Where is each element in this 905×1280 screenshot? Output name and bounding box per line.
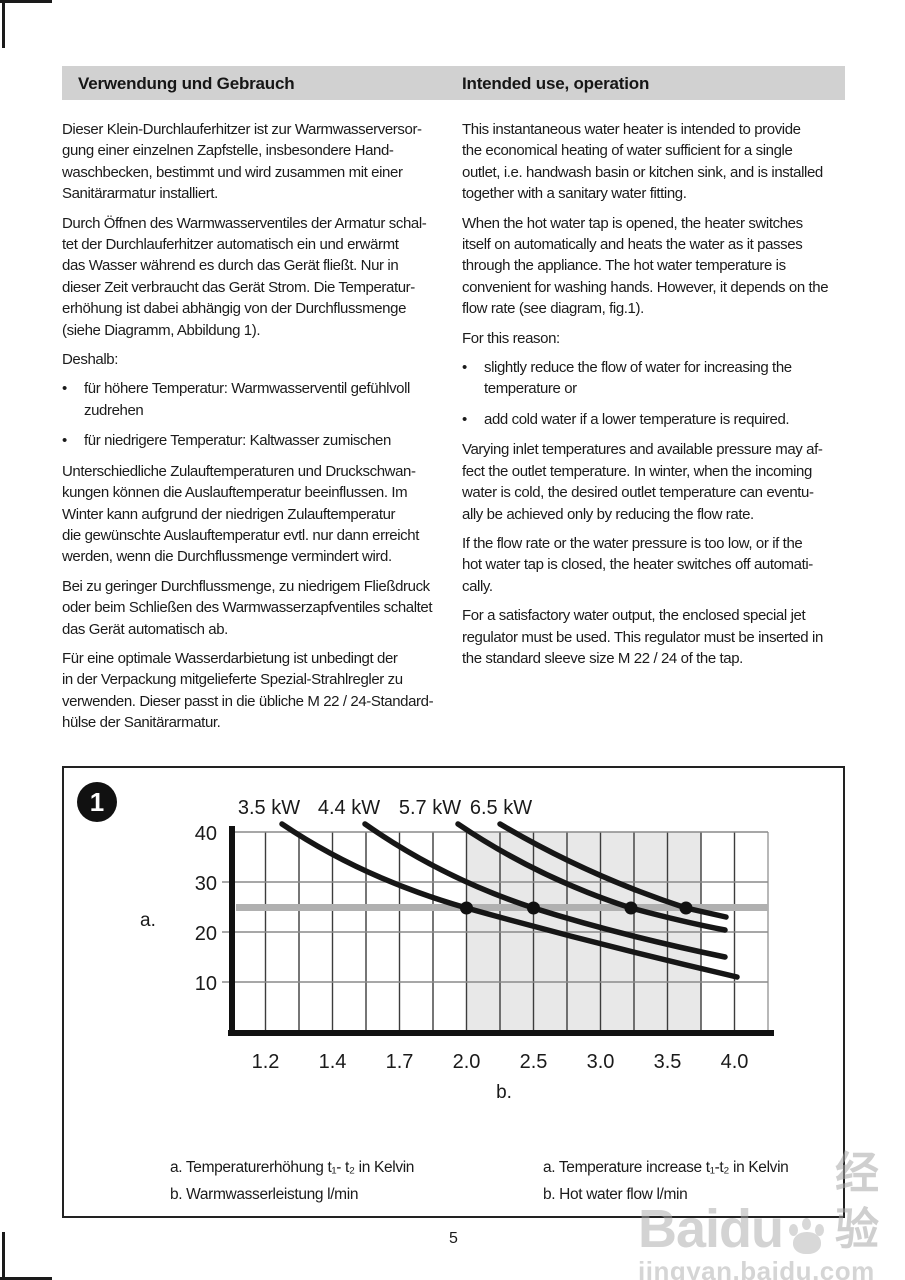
y-tick-labels: 40 30 20 10: [195, 823, 217, 995]
curve-6-5kw: [497, 821, 729, 920]
power-label: 6.5 kW: [470, 797, 532, 819]
crop-mark-top: [0, 0, 52, 3]
section-title-english: Intended use, operation: [462, 74, 650, 93]
paragraph: This instantaneous water heater is inten…: [462, 121, 823, 203]
paragraph: Deshalb:: [62, 351, 119, 369]
paragraph: Für eine optimale Wasserdarbietung ist u…: [62, 649, 434, 732]
x-tick: 1.4: [319, 1051, 347, 1073]
list-item-text: für höhere Temperatur: Warmwasserventil …: [84, 380, 410, 419]
horizontal-gridlines: [222, 831, 768, 983]
figure-legend-german: a. Temperaturerhöhung t₁- t₂ in Kelvin b…: [170, 1154, 414, 1208]
list-item: • für niedrigere Temperatur: Kaltwasser …: [62, 430, 442, 451]
y-tick: 30: [195, 873, 217, 895]
section-header-bar: Verwendung und Gebrauch Intended use, op…: [62, 66, 845, 100]
paragraph: Dieser Klein-Durchlauferhitzer ist zur W…: [62, 121, 422, 203]
list-item-text: slightly reduce the flow of water for in…: [484, 359, 792, 398]
legend-line: a. Temperaturerhöhung t₁- t₂ in Kelvin: [170, 1159, 415, 1176]
list-item: • add cold water if a lower temperature …: [462, 409, 854, 430]
x-tick: 1.2: [252, 1051, 280, 1073]
power-labels: 3.5 kW 4.4 kW 5.7 kW 6.5 kW: [238, 797, 532, 819]
x-tick: 3.0: [587, 1051, 615, 1073]
paragraph: For a satisfactory water output, the enc…: [462, 607, 823, 667]
x-tick: 1.7: [386, 1051, 414, 1073]
x-axis-line: [228, 1030, 774, 1036]
figure-legend-english: a. Temperature increase t₁-t₂ in Kelvin …: [543, 1154, 789, 1208]
y-tick: 20: [195, 923, 217, 945]
list-item: • slightly reduce the flow of water for …: [462, 357, 854, 400]
crop-mark-bottom: [0, 1277, 52, 1280]
paragraph: Bei zu geringer Durchflussmenge, zu nied…: [62, 577, 433, 638]
x-tick: 2.0: [453, 1051, 481, 1073]
legend-line: b. Hot water flow l/min: [543, 1186, 688, 1203]
curve-5-7kw: [455, 821, 728, 933]
flow-temperature-chart: 3.5 kW 4.4 kW 5.7 kW 6.5 kW 40 30 20 10 …: [140, 797, 774, 1103]
y-tick: 10: [195, 973, 217, 995]
reference-band-25k: [236, 904, 768, 911]
paragraph: If the flow rate or the water pressure i…: [462, 534, 813, 595]
paragraph: Varying inlet temperatures and available…: [462, 441, 823, 523]
page-number: 5: [449, 1230, 458, 1247]
x-axis-label: b.: [496, 1082, 512, 1103]
bullet-icon: •: [462, 359, 467, 377]
paragraph: When the hot water tap is opened, the he…: [462, 214, 829, 318]
list-item: • für höhere Temperatur: Warmwasserventi…: [62, 378, 442, 421]
paragraph: Unterschiedliche Zulauftemperaturen und …: [62, 462, 419, 566]
bullet-icon: •: [462, 410, 467, 428]
power-label: 4.4 kW: [318, 797, 380, 819]
x-tick: 3.5: [654, 1051, 682, 1073]
legend-line: b. Warmwasserleistung l/min: [170, 1186, 359, 1203]
english-column: This instantaneous water heater is inten…: [462, 119, 854, 677]
legend-line: a. Temperature increase t₁-t₂ in Kelvin: [543, 1159, 789, 1176]
y-axis-line: [229, 826, 235, 1034]
bullet-icon: •: [62, 380, 67, 398]
paragraph: Durch Öffnen des Warmwasserventiles der …: [62, 214, 427, 339]
list-item-text: add cold water if a lower temperature is…: [484, 410, 790, 428]
x-tick-labels: 1.2 1.4 1.7 2.0 2.5 3.0 3.5 4.0: [252, 1051, 749, 1073]
bullet-icon: •: [62, 432, 67, 450]
paragraph: For this reason:: [462, 329, 560, 347]
watermark-url: jingyan.baidu.com: [638, 1256, 875, 1280]
y-axis-label: a.: [140, 910, 156, 931]
power-label: 5.7 kW: [399, 797, 461, 819]
x-tick: 4.0: [721, 1051, 749, 1073]
band-intersection-dots: [460, 901, 693, 915]
german-column: Dieser Klein-Durchlauferhitzer ist zur W…: [62, 119, 442, 742]
crop-mark-bottom-left: [2, 1232, 5, 1280]
watermark-chinese-text: 经验: [835, 1149, 880, 1254]
y-tick: 40: [195, 823, 217, 845]
figure-1: 1: [62, 766, 845, 1218]
figure-number-badge: 1: [77, 782, 117, 822]
power-label: 3.5 kW: [238, 797, 300, 819]
list-item-text: für niedrigere Temperatur: Kaltwasser zu…: [84, 432, 391, 450]
crop-mark-top-left: [2, 0, 5, 48]
x-tick: 2.5: [520, 1051, 548, 1073]
section-title-german: Verwendung und Gebrauch: [78, 74, 295, 93]
